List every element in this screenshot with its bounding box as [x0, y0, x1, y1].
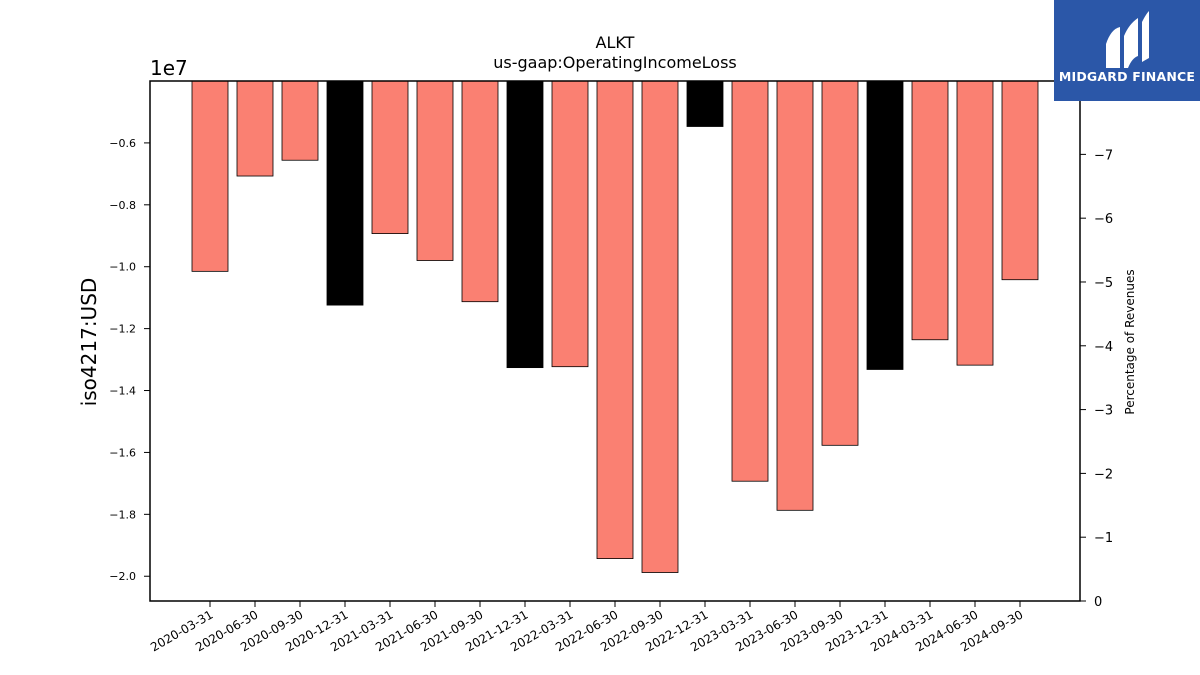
bar-2020-12-31 [326, 80, 364, 306]
logo-text: MIDGARD FINANCE [1058, 69, 1196, 84]
y-tick-label: −1.8 [109, 508, 136, 521]
y2-tick-label: −4 [1094, 340, 1113, 355]
bar-2024-09-30 [1001, 80, 1039, 281]
y-tick-label: −0.6 [109, 137, 136, 150]
y2-tick-label: −5 [1094, 276, 1113, 291]
bar-2022-06-30 [596, 80, 634, 559]
y-tick-label: −0.8 [109, 199, 136, 212]
bar-2023-03-31 [731, 80, 769, 482]
y2-tick-label: −6 [1094, 212, 1113, 227]
bar-2021-09-30 [461, 80, 499, 303]
bars-group [191, 80, 1039, 573]
bar-2020-09-30 [281, 80, 319, 161]
bar-2021-12-31 [506, 80, 544, 369]
y2-tick-label: −2 [1094, 467, 1113, 482]
y-tick-label: −1.2 [109, 323, 136, 336]
plot-frame [149, 80, 1081, 602]
y-offset-label: 1e7 [150, 56, 188, 80]
bar-2022-09-30 [641, 80, 679, 573]
bar-2022-12-31 [686, 80, 724, 127]
x-ticks-group: 2020-03-312020-06-302020-09-302020-12-31… [148, 601, 1026, 654]
y-tick-label: −1.0 [109, 261, 136, 274]
y2-tick-label: 0 [1094, 595, 1102, 610]
y-ticks-group: −0.6 −0.8 −1.0 −1.2 −1.4 −1.6 −1.8 −2.0 [109, 137, 150, 583]
bar-2020-06-30 [236, 80, 274, 177]
logo-mark-icon [1106, 11, 1149, 68]
y2-tick-label: −1 [1094, 531, 1113, 546]
chart-title: ALKT [596, 33, 635, 52]
bar-2024-03-31 [911, 80, 949, 341]
bar-2024-06-30 [956, 80, 994, 366]
bar-2021-03-31 [371, 80, 409, 234]
y2-ticks-group: 0 −1 −2 −3 −4 −5 −6 −7 [1080, 148, 1113, 610]
y2-tick-label: −3 [1094, 404, 1113, 419]
y-tick-label: −1.4 [109, 385, 136, 398]
bar-2023-09-30 [821, 80, 859, 446]
y2-axis-label: Percentage of Revenues [1123, 269, 1137, 414]
bar-2023-06-30 [776, 80, 814, 511]
bar-2020-03-31 [191, 80, 229, 272]
bar-2021-06-30 [416, 80, 454, 261]
bar-2023-12-31 [866, 80, 904, 370]
bar-2022-03-31 [551, 80, 589, 368]
y2-tick-label: −7 [1094, 148, 1113, 163]
y-tick-label: −2.0 [109, 570, 136, 583]
midgard-finance-logo: MIDGARD FINANCE [1054, 0, 1200, 101]
y-axis-label: iso4217:USD [77, 278, 101, 407]
chart-subtitle: us-gaap:OperatingIncomeLoss [493, 53, 737, 72]
y-tick-label: −1.6 [109, 446, 136, 459]
